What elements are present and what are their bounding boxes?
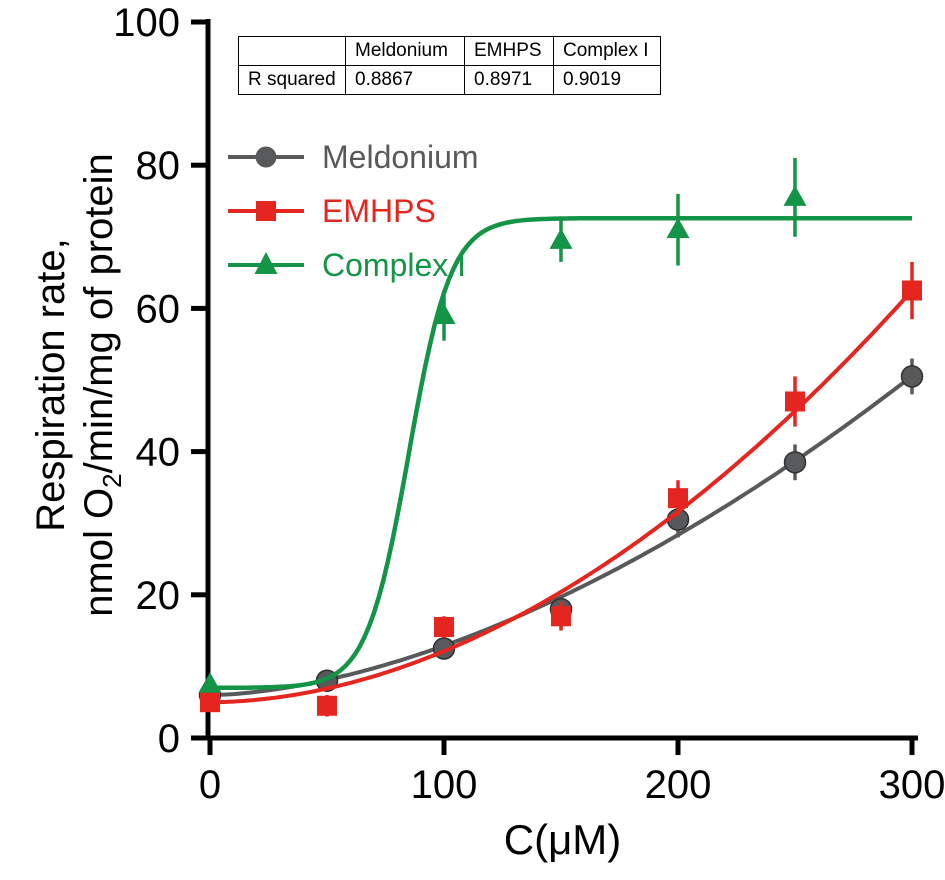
meldonium-data-point <box>783 451 807 474</box>
table-header-emhps: EMHPS <box>464 36 554 66</box>
emhps-data-point <box>434 617 454 638</box>
r-squared-meldonium: 0.8867 <box>345 65 465 95</box>
emhps-data-point <box>668 488 688 509</box>
y-tick-label: 0 <box>158 717 180 761</box>
square-marker-icon <box>228 201 304 221</box>
legend-item-emhps: EMHPS <box>226 184 479 238</box>
y-axis-title: Respiration rate, nmol O2/min/mg of prot… <box>27 5 127 765</box>
complex-i-data-point <box>198 672 222 693</box>
emhps-data-point <box>902 280 922 301</box>
emhps-fit-curve <box>210 289 914 705</box>
x-tick-label: 300 <box>879 763 945 807</box>
legend-item-complex-i: Complex I <box>226 238 479 292</box>
table-header-row: Meldonium EMHPS Complex I <box>238 36 661 66</box>
x-tick-label: 100 <box>411 763 478 807</box>
y-tick-label: 100 <box>113 1 180 45</box>
x-tick-label: 200 <box>645 763 712 807</box>
y-axis-title-line1: Respiration rate, <box>29 238 73 532</box>
table-data-row: R squared 0.8867 0.8971 0.9019 <box>238 65 661 95</box>
y-tick-label: 40 <box>136 431 181 475</box>
table-row-label: R squared <box>238 65 346 95</box>
meldonium-data-point <box>900 365 924 388</box>
complex-i-data-point <box>549 228 573 249</box>
complex-i-data-point <box>783 185 807 206</box>
legend-label-emhps: EMHPS <box>322 193 436 229</box>
y-tick-label: 60 <box>136 287 181 331</box>
x-axis-title: C(μM) <box>503 816 622 863</box>
legend-label-complex-i: Complex I <box>322 247 467 283</box>
complex-i-data-point <box>432 303 456 325</box>
table-corner-cell <box>238 36 346 66</box>
y-tick-label: 20 <box>136 574 181 618</box>
emhps-data-point <box>785 391 805 412</box>
r-squared-emhps: 0.8971 <box>464 65 554 95</box>
r-squared-complex-i: 0.9019 <box>553 65 661 95</box>
emhps-data-point <box>200 692 220 713</box>
triangle-marker-icon <box>228 252 304 274</box>
y-axis-title-line2: nmol O2/min/mg of protein <box>77 153 127 617</box>
meldonium-fit-curve <box>210 374 914 697</box>
emhps-data-point <box>317 695 337 716</box>
r-squared-table: Meldonium EMHPS Complex I R squared 0.88… <box>238 36 661 95</box>
legend-label-meldonium: Meldonium <box>322 139 479 175</box>
table-header-complex-i: Complex I <box>553 36 661 66</box>
y-tick-label: 80 <box>136 144 181 188</box>
table-header-meldonium: Meldonium <box>345 36 465 66</box>
x-tick-label: 0 <box>199 763 221 807</box>
circle-marker-icon <box>228 146 304 168</box>
complex-i-data-point <box>666 217 690 239</box>
legend-item-meldonium: Meldonium <box>226 130 479 184</box>
legend: Meldonium EMHPS Complex I <box>226 130 479 292</box>
emhps-data-point <box>551 606 571 627</box>
